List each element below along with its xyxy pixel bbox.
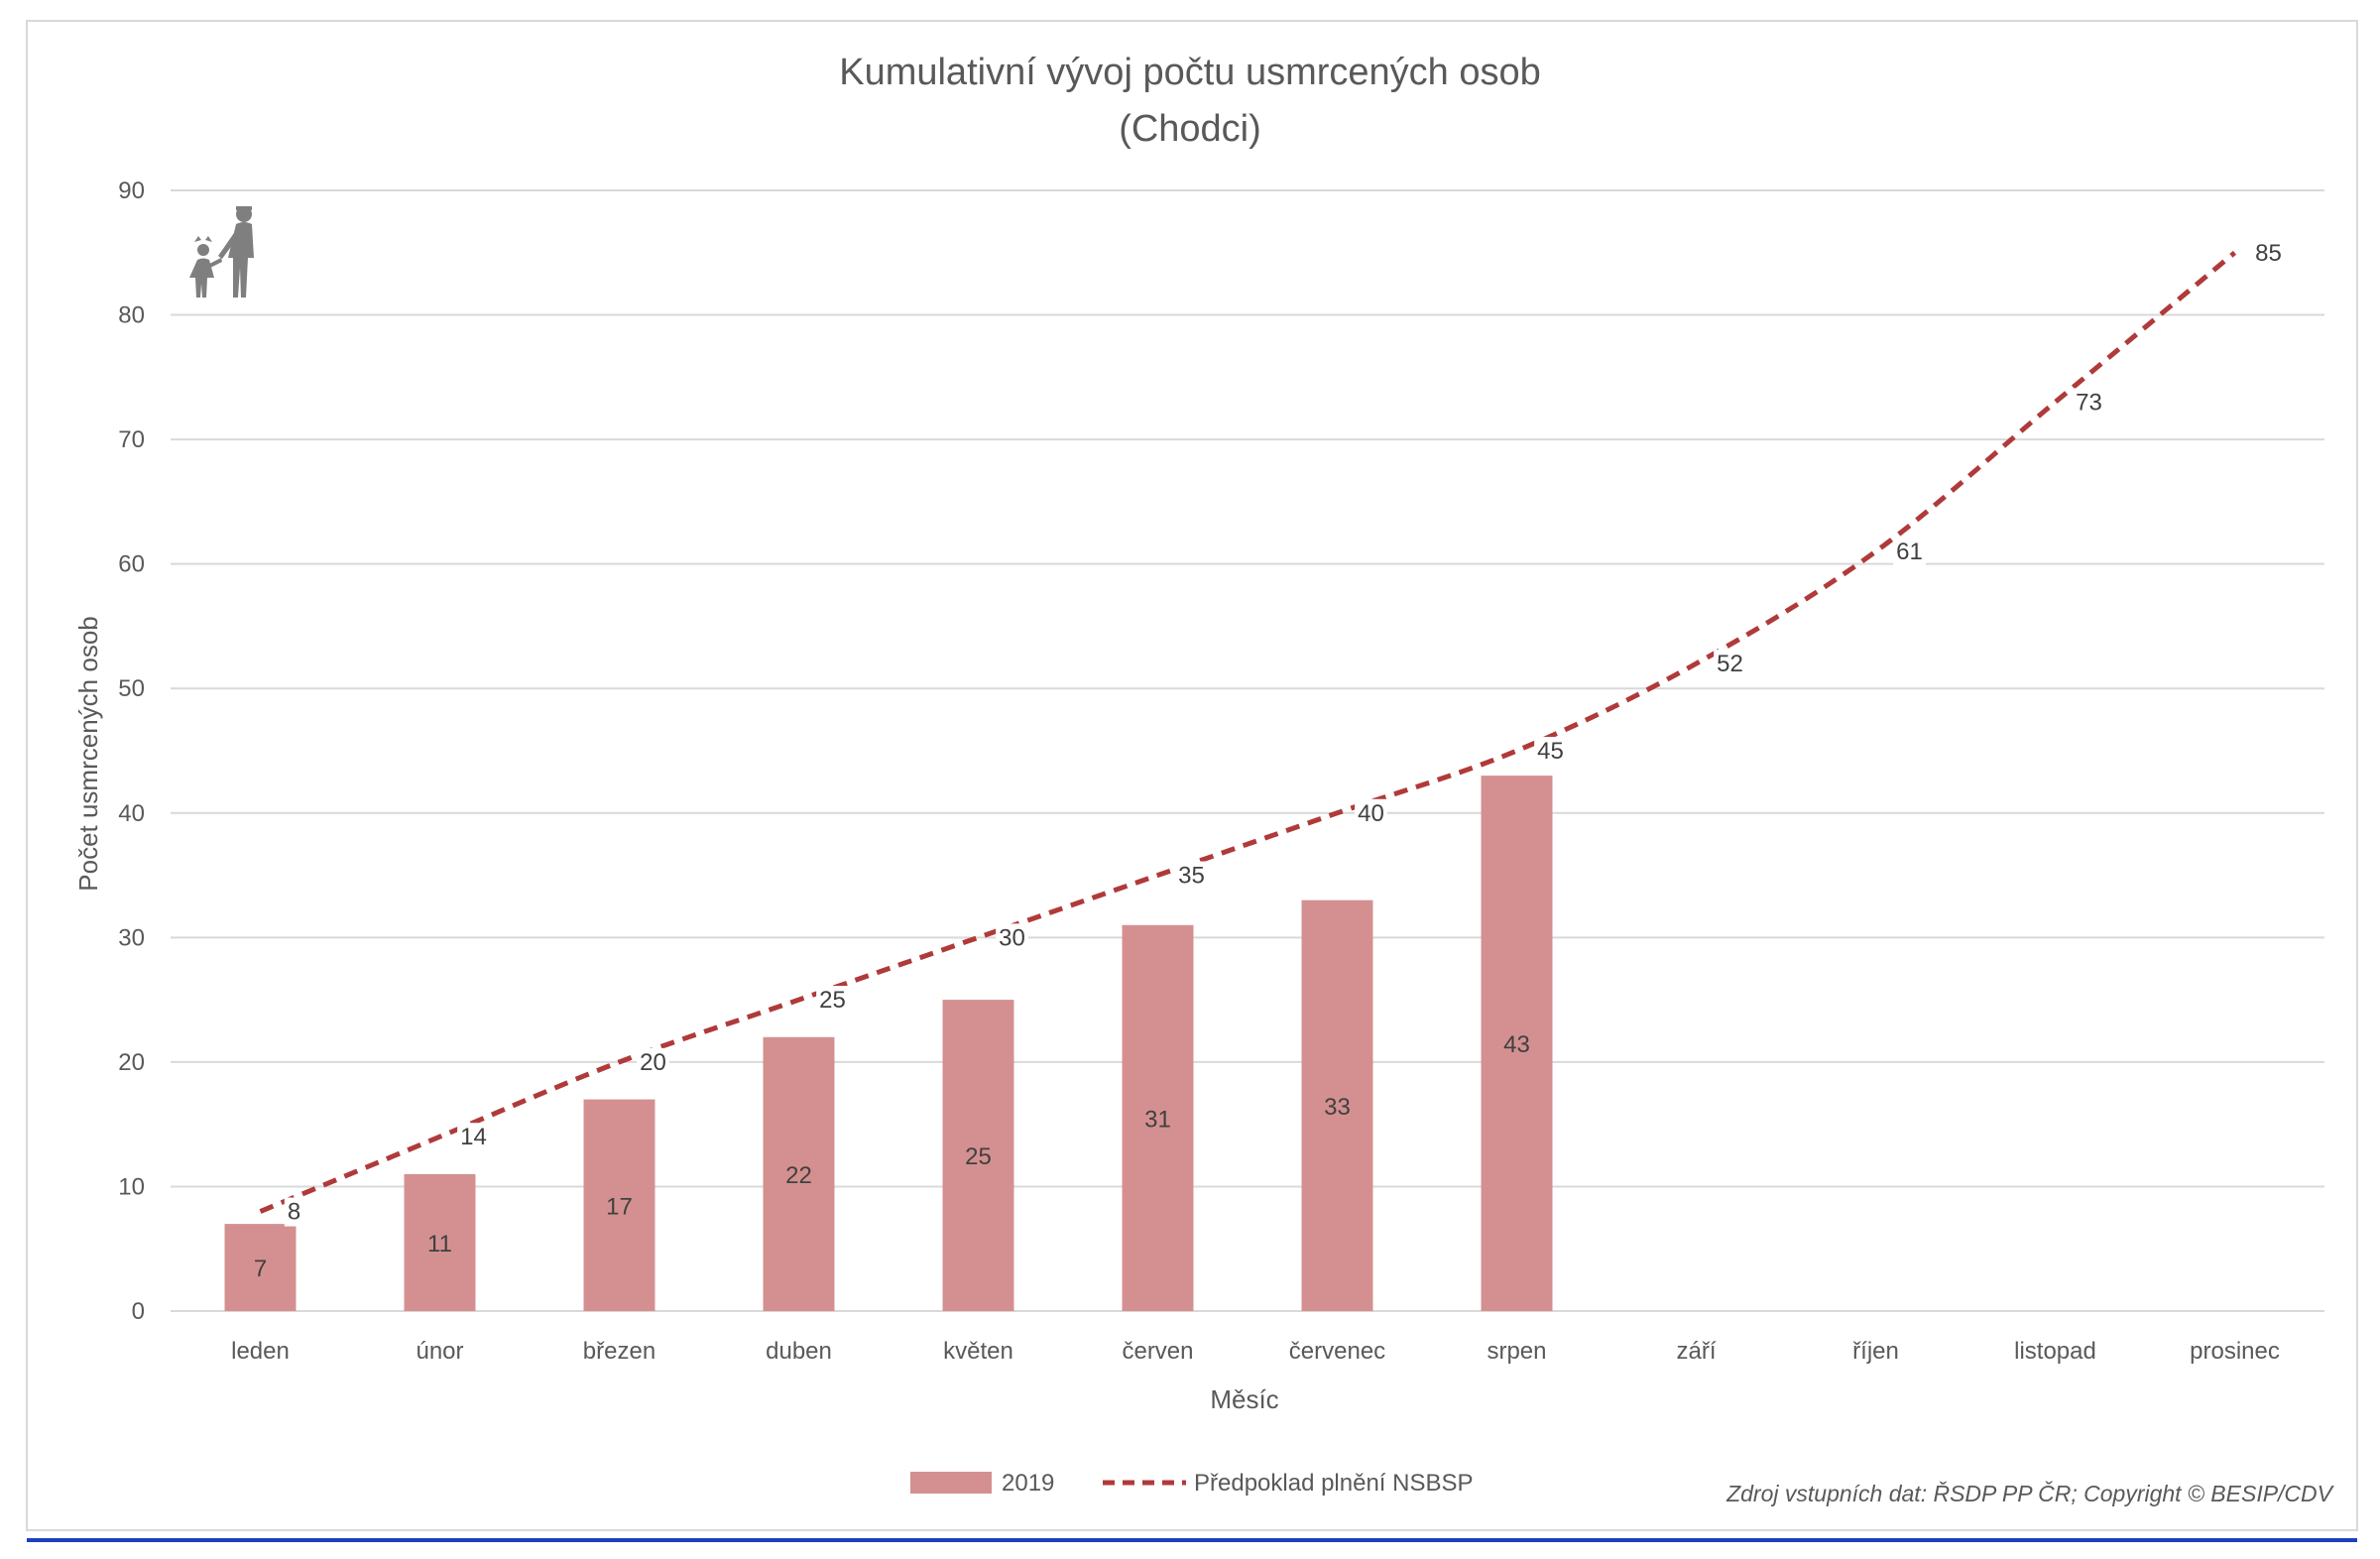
x-tick-label-0: leden — [231, 1338, 290, 1365]
bar-duben — [763, 1036, 835, 1311]
nsbsp-line — [259, 250, 2237, 1214]
y-tick-label: 10 — [118, 1173, 145, 1200]
line-data-label: 40 — [1358, 800, 1384, 827]
y-tick-label: 20 — [118, 1049, 145, 1076]
x-tick-label-11: prosinec — [2190, 1338, 2280, 1365]
line-label-background — [457, 1123, 490, 1152]
line-label-background — [996, 923, 1028, 953]
pedestrians-icon — [189, 206, 254, 298]
chart-subtitle: (Chodci) — [1119, 108, 1261, 150]
y-tick-label: 80 — [118, 302, 145, 329]
x-tick-label-7: srpen — [1487, 1338, 1546, 1365]
bar-květen — [942, 1000, 1014, 1311]
x-axis-title: Měsíc — [1210, 1384, 1278, 1414]
x-tick-label-6: červenec — [1289, 1338, 1385, 1365]
y-tick-label: 90 — [118, 178, 145, 204]
gridlines — [171, 189, 2324, 1312]
line-label-background — [2252, 238, 2285, 268]
bar-data-label: 33 — [1324, 1094, 1351, 1121]
x-tick-label-3: duben — [766, 1338, 832, 1365]
x-tick-label-4: květen — [943, 1338, 1013, 1365]
bar-únor — [404, 1173, 476, 1311]
x-tick-label-2: březen — [583, 1338, 655, 1365]
source-note: Zdroj vstupních dat: ŘSDP PP ČR; Copyrig… — [1726, 1480, 2335, 1506]
x-tick-label-8: září — [1676, 1338, 1716, 1365]
x-tick-label-9: říjen — [1852, 1338, 1899, 1365]
line-label-background — [2073, 388, 2105, 418]
chart-title: Kumulativní vývoj počtu usmrcených osob — [839, 52, 1541, 93]
line-data-label: 61 — [1896, 539, 1923, 565]
bar-březen — [583, 1099, 655, 1311]
y-tick-label: 60 — [118, 551, 145, 578]
line-label-background — [1534, 737, 1567, 766]
legend-swatch-2019 — [910, 1472, 992, 1494]
bar-červenec — [1301, 899, 1373, 1311]
x-tick-label-5: červen — [1122, 1338, 1193, 1365]
line-data-label: 8 — [288, 1199, 300, 1226]
bar-leden — [224, 1224, 297, 1311]
y-tick-labels: 0 10 20 30 40 50 60 70 80 90 — [118, 178, 145, 1325]
legend-label-2019: 2019 — [1002, 1470, 1054, 1497]
y-tick-label: 70 — [118, 426, 145, 453]
line-data-label: 35 — [1178, 863, 1205, 890]
bar-data-label: 22 — [785, 1162, 812, 1189]
line-series-nsbsp: 8 14 20 25 30 35 40 45 52 61 73 85 — [259, 238, 2285, 1227]
legend-label-nsbsp: Předpoklad plnění NSBSP — [1194, 1470, 1474, 1497]
line-data-label: 52 — [1717, 651, 1743, 677]
line-label-background — [1714, 650, 1746, 679]
line-data-label: 30 — [999, 924, 1025, 951]
bar-series-2019: 7 11 17 22 25 31 33 43 — [224, 776, 1553, 1311]
y-tick-label: 50 — [118, 675, 145, 702]
line-label-background — [637, 1047, 669, 1077]
bar-data-label: 11 — [427, 1231, 452, 1258]
bar-data-label: 7 — [254, 1256, 267, 1282]
bar-data-label: 43 — [1503, 1031, 1530, 1058]
bar-data-label: 31 — [1144, 1106, 1171, 1133]
line-label-background — [1175, 861, 1208, 891]
line-data-label: 14 — [460, 1124, 487, 1150]
line-data-label: 73 — [2076, 389, 2102, 416]
x-tick-label-10: listopad — [2014, 1338, 2096, 1365]
line-data-label: 25 — [819, 987, 846, 1014]
bar-data-label: 17 — [606, 1193, 633, 1220]
x-tick-labels: leden únor březen duben květen červen červenec… — [231, 1338, 2280, 1365]
y-axis-title: Počet usmrcených osob — [73, 616, 103, 891]
bar-červen — [1122, 924, 1194, 1311]
bar-srpen — [1481, 776, 1553, 1311]
y-tick-label: 0 — [132, 1298, 145, 1325]
legend: 2019 Předpoklad plnění NSBSP — [910, 1470, 1474, 1497]
y-tick-label: 30 — [118, 924, 145, 951]
line-label-background — [1355, 798, 1387, 828]
line-label-background — [1893, 538, 1926, 567]
x-tick-label-1: únor — [416, 1338, 463, 1365]
line-label-background — [816, 986, 849, 1016]
y-tick-label: 40 — [118, 800, 145, 827]
line-data-label: 85 — [2255, 240, 2282, 267]
line-label-background — [284, 1197, 304, 1227]
bar-data-label: 25 — [965, 1143, 992, 1170]
line-data-label: 45 — [1537, 738, 1564, 765]
line-data-label: 20 — [640, 1049, 666, 1076]
